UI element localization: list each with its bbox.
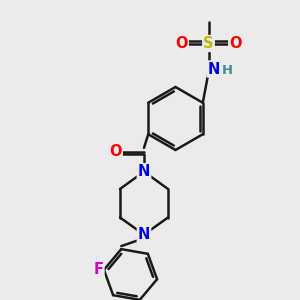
Text: S: S bbox=[203, 36, 214, 51]
Text: O: O bbox=[229, 36, 242, 51]
Text: N: N bbox=[208, 61, 220, 76]
Text: N: N bbox=[138, 227, 150, 242]
Text: O: O bbox=[175, 36, 188, 51]
Text: O: O bbox=[109, 144, 122, 159]
Text: N: N bbox=[138, 164, 150, 179]
Text: F: F bbox=[94, 262, 103, 277]
Text: H: H bbox=[222, 64, 232, 77]
